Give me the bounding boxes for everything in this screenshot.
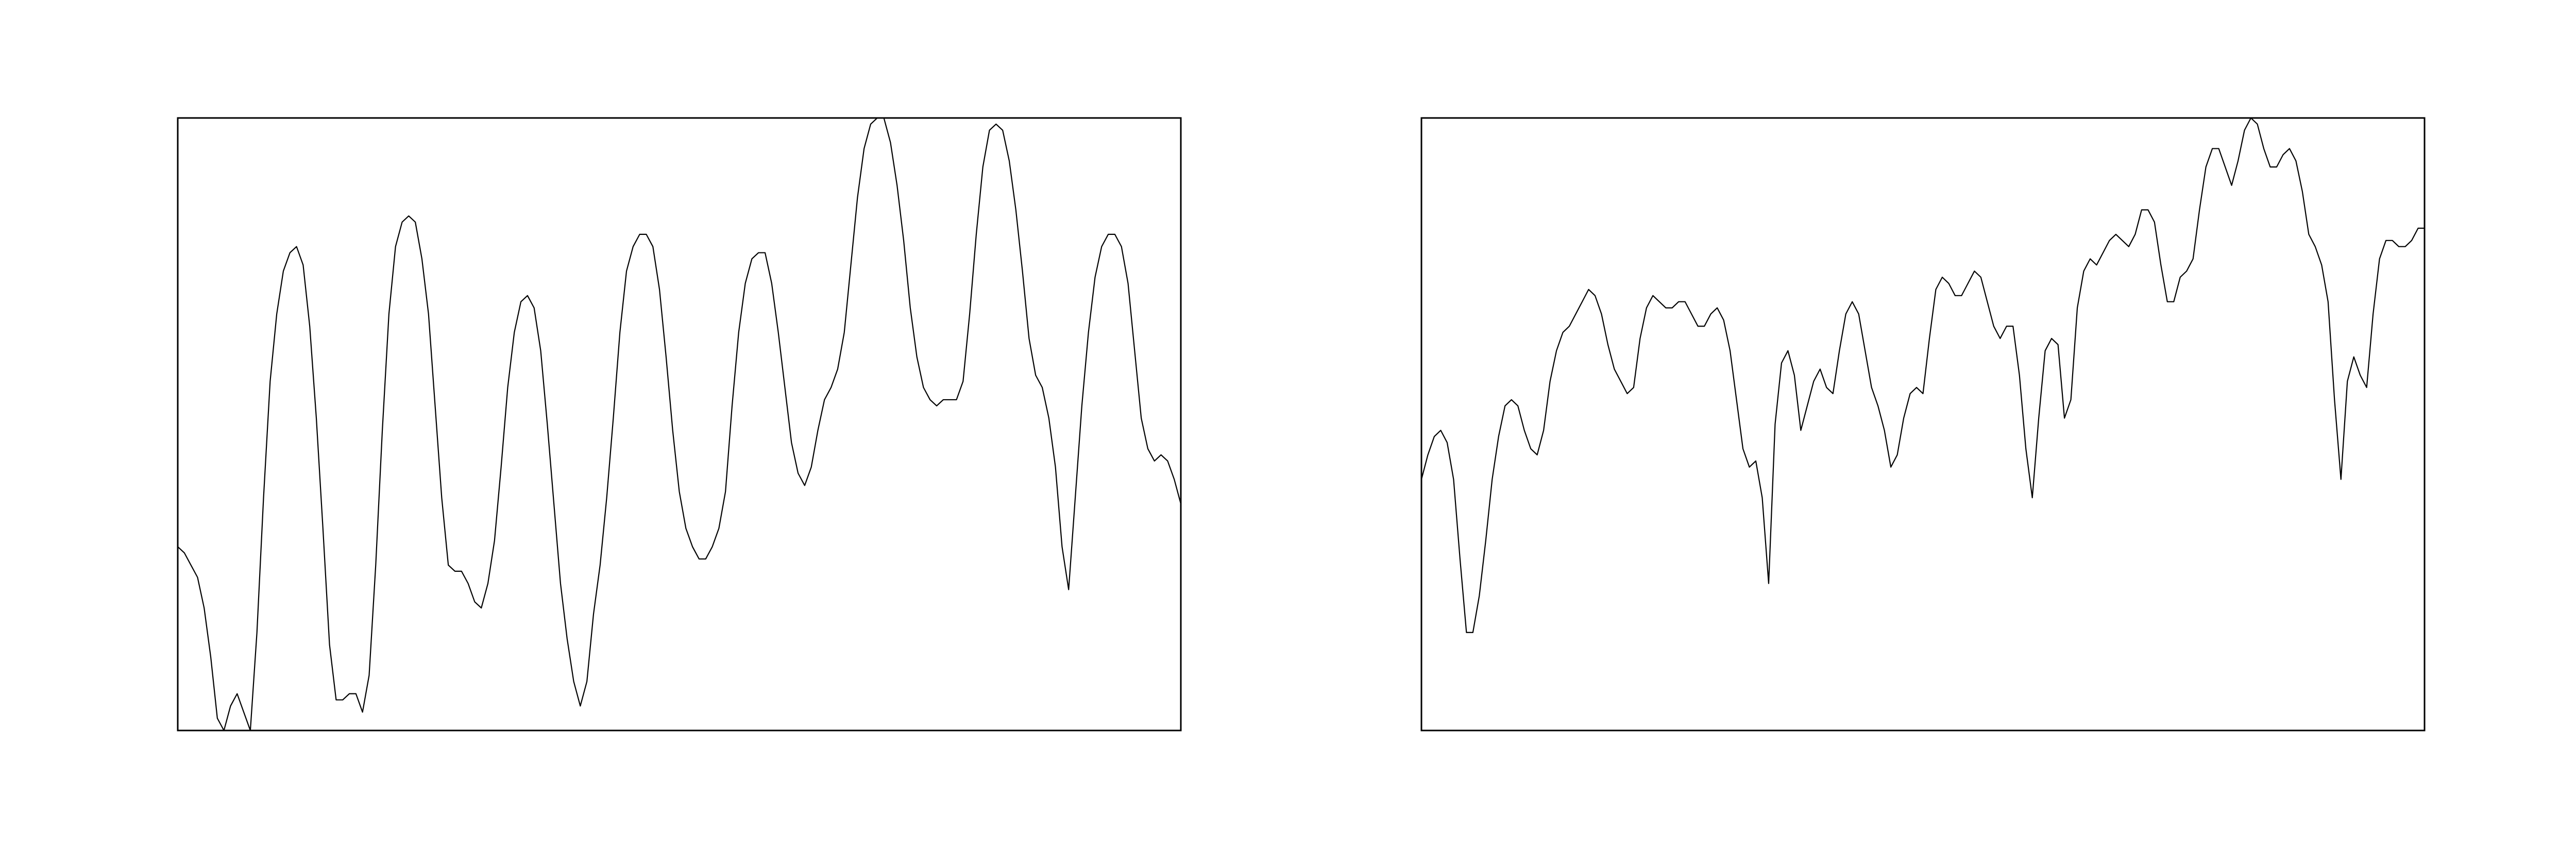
chart-panel bbox=[177, 117, 1182, 732]
plot-area bbox=[1421, 117, 2425, 633]
data-line bbox=[178, 117, 1181, 732]
data-line bbox=[1421, 117, 2425, 633]
chart-panel bbox=[1420, 117, 2426, 732]
plot-frame bbox=[177, 117, 1182, 732]
plot-area bbox=[178, 117, 1181, 732]
plot-frame bbox=[1420, 117, 2426, 732]
